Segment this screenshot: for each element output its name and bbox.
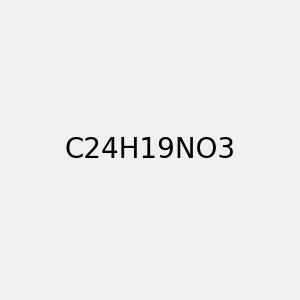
Text: C24H19NO3: C24H19NO3 (64, 136, 236, 164)
